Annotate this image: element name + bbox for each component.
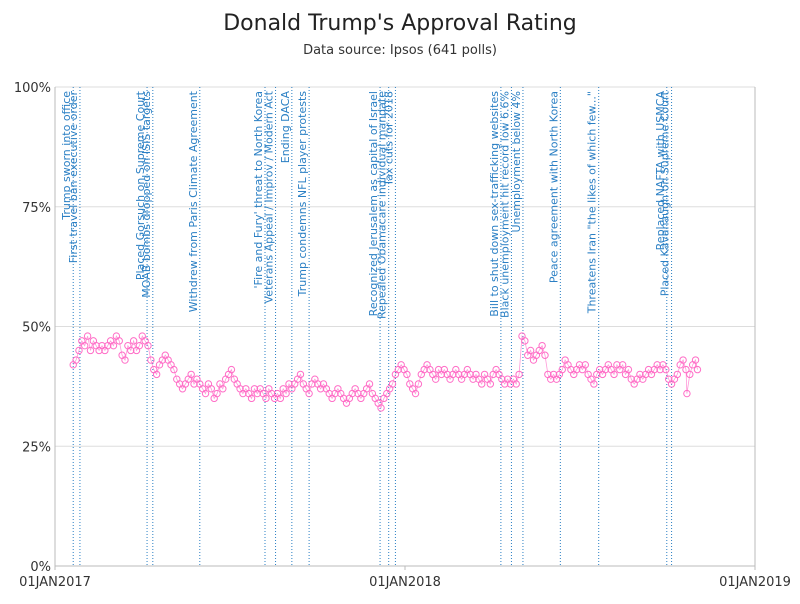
data-point <box>521 337 529 345</box>
event-label: Trump condemns NFL player protests <box>296 91 309 298</box>
data-point <box>538 341 546 350</box>
event-label: Replaced NAFTA with USMCA <box>654 91 667 251</box>
y-tick-label: 50% <box>22 321 51 336</box>
data-point <box>512 380 520 388</box>
data-point <box>679 356 687 364</box>
data-point <box>129 337 138 345</box>
data-point <box>526 346 535 355</box>
event-label: Recognized Jerusalem as capital of Israe… <box>367 91 380 316</box>
data-point <box>305 389 313 398</box>
event-label: First travel ban executive order <box>67 91 80 264</box>
data-point <box>213 389 221 398</box>
event-label: Black unemployment hit record low 6.6% <box>498 91 511 318</box>
data-point <box>624 365 633 374</box>
event-label: Repealed Obamacare individual mandate <box>376 91 389 319</box>
x-tick-label: 01JAN2018 <box>369 575 441 590</box>
event-label: MOAB bombs dropped on ISIS targets <box>140 91 153 298</box>
data-point <box>403 370 411 379</box>
event-label: Trump sworn into office <box>60 91 73 221</box>
data-point <box>86 346 95 355</box>
event-label: Unemployment below 4% <box>510 91 523 233</box>
event-label: Veterans Appeal / Improv / Modern Act <box>263 90 276 303</box>
data-point <box>170 365 178 374</box>
data-point <box>83 332 92 340</box>
data-point <box>691 356 700 364</box>
data-point <box>121 356 129 364</box>
data-point <box>276 394 285 403</box>
event-label: Withdrew from Paris Climate Agreement <box>187 90 200 312</box>
x-tick-label: 01JAN2019 <box>719 575 791 590</box>
data-point <box>115 337 123 345</box>
data-point <box>296 370 305 379</box>
data-point <box>541 351 549 359</box>
data-point <box>486 380 495 388</box>
grid-layer <box>55 86 755 567</box>
chart-subtitle: Data source: Ipsos (641 polls) <box>303 43 497 58</box>
data-point <box>581 361 589 369</box>
y-tick-label: 75% <box>22 201 51 216</box>
data-point <box>72 356 80 364</box>
data-point <box>610 370 618 379</box>
data-point <box>618 361 627 369</box>
data-points-layer <box>69 332 702 412</box>
data-point <box>135 341 144 350</box>
data-point <box>673 370 682 379</box>
data-point <box>282 389 290 398</box>
data-point <box>558 365 566 374</box>
data-point <box>152 370 161 379</box>
data-point <box>388 380 397 388</box>
event-label: Ending DACA <box>279 91 292 164</box>
axis-layer: 0% 25% 50% 75% 100% 01JAN2017 01JAN2018 01JAN20… <box>14 81 791 590</box>
data-point <box>478 380 486 388</box>
data-point <box>262 394 270 403</box>
event-label: 'Fire and Fury' threat to North Korea <box>252 91 265 288</box>
event-label: Threatens Iran "the likes of which few..… <box>586 91 599 314</box>
data-point <box>414 380 423 388</box>
data-point <box>515 370 523 379</box>
data-point <box>219 385 227 393</box>
data-point <box>693 365 702 374</box>
data-point <box>144 341 152 350</box>
data-point <box>431 375 440 383</box>
data-point <box>377 404 385 412</box>
data-point <box>662 365 670 374</box>
event-label: Bill to shut down sex-trafficking websit… <box>488 91 501 317</box>
data-point <box>365 380 374 388</box>
y-tick-label: 0% <box>30 560 51 575</box>
data-point <box>127 346 135 355</box>
data-point <box>147 356 155 364</box>
data-point <box>207 385 216 393</box>
data-point <box>590 380 598 388</box>
data-point <box>75 346 83 355</box>
data-point <box>682 365 690 374</box>
y-tick-label: 25% <box>22 440 51 455</box>
data-point <box>411 389 420 398</box>
event-label: Peace agreement with North Korea <box>547 91 560 283</box>
x-tick-label: 01JAN2017 <box>19 575 91 590</box>
data-point <box>247 394 256 403</box>
data-point <box>69 361 77 369</box>
y-tick-label: 100% <box>14 81 51 96</box>
data-point <box>201 389 210 398</box>
data-point <box>227 365 236 374</box>
event-label: Placed Kavanaugh on Supreme Court <box>659 90 672 296</box>
data-point <box>187 370 195 379</box>
data-point <box>81 341 89 350</box>
chart-title: Donald Trump's Approval Rating <box>223 11 577 36</box>
data-point <box>683 389 691 398</box>
event-label: Placed Gorsuch on Supreme Court <box>134 90 147 280</box>
data-point <box>109 341 118 350</box>
data-point <box>686 370 694 379</box>
event-label: Tax cuts for 2018 <box>382 91 395 187</box>
